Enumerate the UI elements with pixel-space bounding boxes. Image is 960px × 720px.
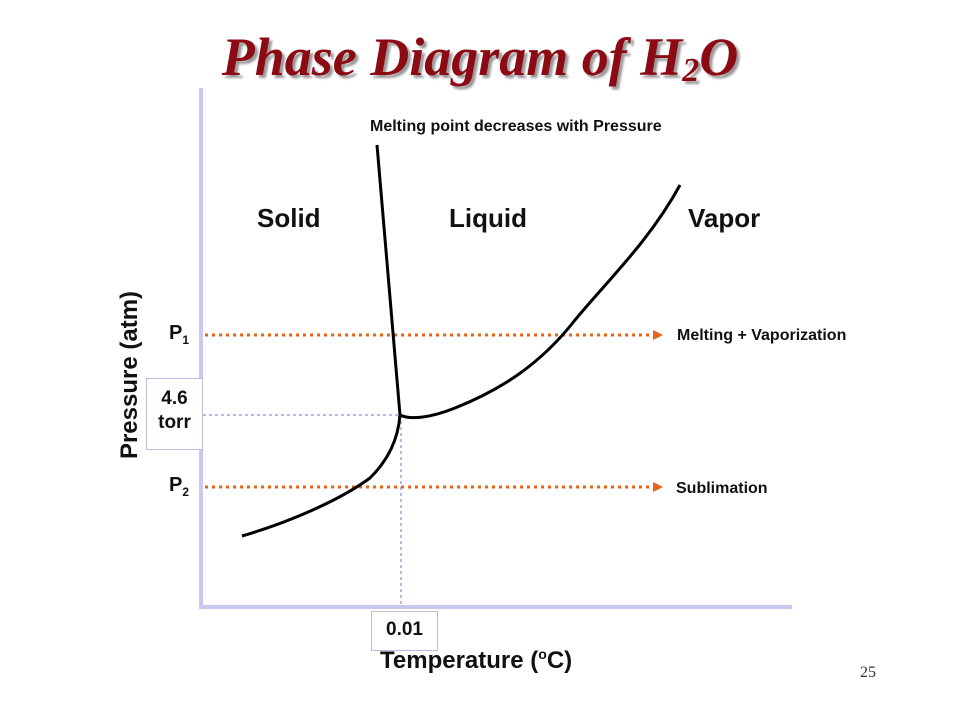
solid-region-label: Solid <box>257 203 321 233</box>
vapor-region-label: Vapor <box>688 203 761 233</box>
melting-vaporization-label: Melting + Vaporization <box>677 327 847 344</box>
melting-curve <box>375 144 402 416</box>
sublimation-curve <box>241 414 402 538</box>
page-number: 25 <box>860 664 876 681</box>
triple-point-pressure-box: 4.6 torr <box>146 378 203 450</box>
triple-point-pressure-value: 4.6 <box>161 388 188 409</box>
page-title: Phase Diagram of H2O <box>221 27 739 89</box>
triple-point-pressure-unit: torr <box>158 412 191 433</box>
p2-label: P2 <box>169 474 190 499</box>
x-axis-label: Temperature (oC) <box>380 646 573 674</box>
triple-point-temperature-box: 0.01 <box>371 611 438 651</box>
melting-point-note: Melting point decreases with Pressure <box>370 118 662 135</box>
liquid-region-label: Liquid <box>449 203 527 233</box>
p1-label: P1 <box>169 322 190 347</box>
y-axis-label: Pressure (atm) <box>116 290 143 460</box>
sublimation-label: Sublimation <box>676 480 768 497</box>
vaporization-curve <box>399 184 682 420</box>
